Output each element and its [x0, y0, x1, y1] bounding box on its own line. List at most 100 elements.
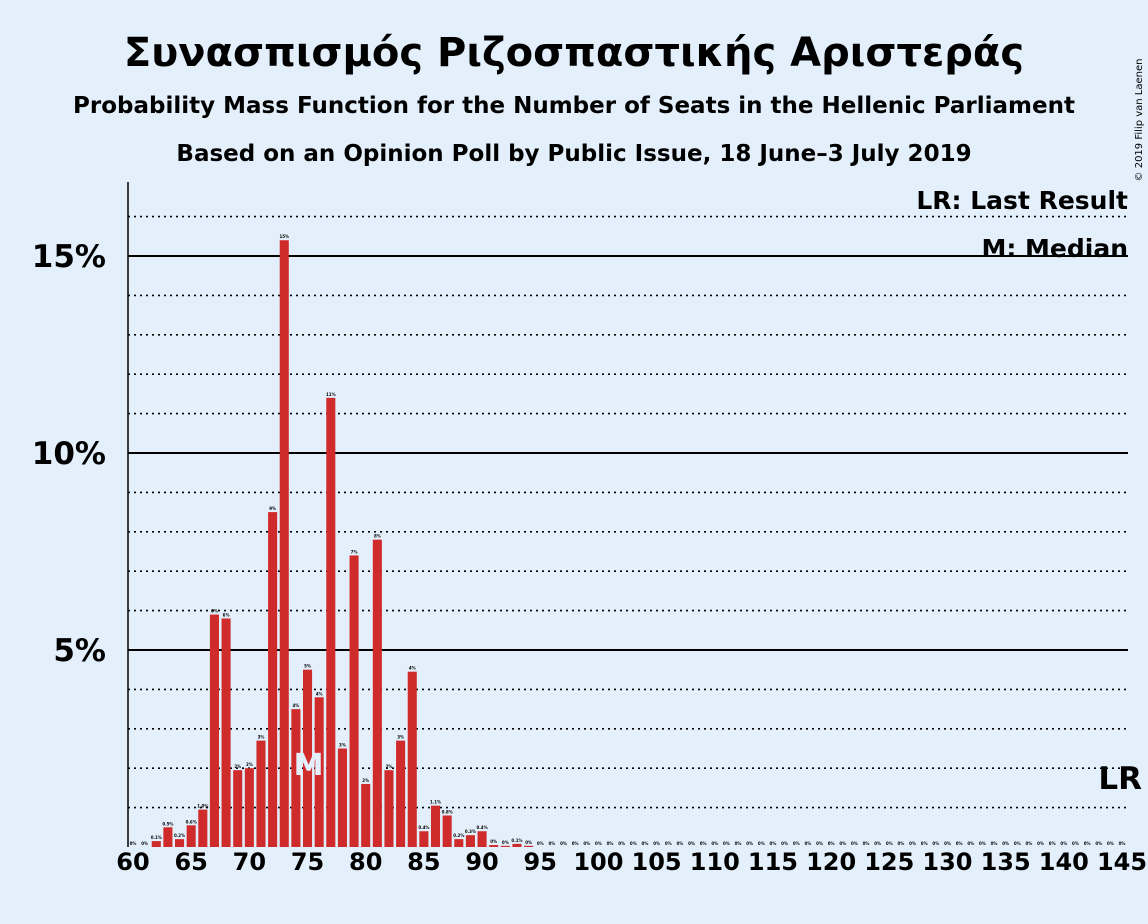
- bar-label-seat-74: 4%: [292, 703, 299, 708]
- bar-seat-91: [489, 845, 499, 847]
- bar-seat-89: [465, 835, 475, 847]
- bar-label-seat-145: 0%: [1119, 841, 1126, 846]
- bar-label-seat-90: 0.4%: [477, 825, 488, 830]
- bar-label-seat-121: 0%: [839, 841, 846, 846]
- chart-title: Συνασπισμός Ριζοσπαστικής Αριστεράς: [124, 30, 1024, 76]
- bar-labels: 0% 0%0.1%0.5%0.2%0.6%1.0%6%6%2% 2%3%9%15%4…: [130, 234, 1126, 846]
- x-tick-labels: 60 65 70 75 80 85 90 95 100 105 110 115 120 125 130 135…: [116, 848, 1147, 876]
- bar-seat-73: [279, 240, 289, 848]
- bar-label-seat-132: 0%: [967, 841, 974, 846]
- last-result-marker: LR: [1098, 761, 1142, 797]
- bar-label-seat-82: 2%: [386, 764, 393, 769]
- bar-label-seat-67: 6%: [211, 609, 218, 614]
- bar-label-seat-135: 0%: [1002, 841, 1009, 846]
- bar-label-seat-100: 0%: [595, 841, 602, 846]
- bar-label-seat-140: 0%: [1060, 841, 1067, 846]
- bar-label-seat-80: 2%: [362, 778, 369, 783]
- bar-seat-72: [268, 512, 278, 847]
- x-tick-110: 110: [690, 848, 740, 876]
- bar-label-seat-139: 0%: [1049, 841, 1056, 846]
- bar-label-seat-122: 0%: [851, 841, 858, 846]
- x-tick-100: 100: [573, 848, 623, 876]
- bar-label-seat-97: 0%: [560, 841, 567, 846]
- bar-label-seat-117: 0%: [793, 841, 800, 846]
- x-tick-80: 80: [349, 848, 382, 876]
- bar-label-seat-120: 0%: [828, 841, 835, 846]
- bar-label-seat-101: 0%: [607, 841, 614, 846]
- y-tick-5: 5%: [53, 633, 106, 669]
- bar-label-seat-113: 0%: [746, 841, 753, 846]
- bar-label-seat-106: 0%: [665, 841, 672, 846]
- bar-label-seat-87: 0.8%: [442, 809, 453, 814]
- bar-seat-88: [454, 839, 464, 847]
- bar-label-seat-138: 0%: [1037, 841, 1044, 846]
- bar-label-seat-114: 0%: [758, 841, 765, 846]
- bar-seat-79: [349, 555, 359, 847]
- gridlines: [128, 215, 1128, 809]
- bar-label-seat-75: 5%: [304, 664, 311, 669]
- bar-label-seat-98: 0%: [572, 841, 579, 846]
- bar-label-seat-70: 2%: [246, 762, 253, 767]
- x-tick-75: 75: [291, 848, 324, 876]
- bar-label-seat-60: 0%: [130, 841, 137, 846]
- bar-label-seat-64: 0.2%: [174, 833, 185, 838]
- bar-label-seat-88: 0.2%: [453, 833, 464, 838]
- x-tick-60: 60: [116, 848, 149, 876]
- bar-seat-78: [337, 748, 347, 847]
- bar-label-seat-71: 3%: [258, 735, 265, 740]
- bar-label-seat-91: 0%: [490, 839, 497, 844]
- x-tick-140: 140: [1039, 848, 1089, 876]
- bar-label-seat-96: 0%: [548, 841, 555, 846]
- x-tick-105: 105: [632, 848, 682, 876]
- bar-label-seat-85: 0.4%: [418, 825, 429, 830]
- bar-label-seat-109: 0%: [700, 841, 707, 846]
- chart-subtitle: Probability Mass Function for the Number…: [73, 93, 1075, 119]
- x-tick-85: 85: [407, 848, 440, 876]
- bar-label-seat-73: 15%: [279, 234, 289, 239]
- bar-seat-66: [198, 809, 208, 847]
- bar-seat-65: [186, 825, 196, 847]
- bar-seat-69: [233, 770, 243, 847]
- chart-subtitle-source: Based on an Opinion Poll by Public Issue…: [176, 141, 971, 167]
- y-tick-15: 15%: [32, 239, 106, 275]
- bar-label-seat-66: 1.0%: [197, 804, 208, 809]
- y-tick-10: 10%: [32, 436, 106, 472]
- bar-seat-80: [361, 783, 371, 847]
- bar-label-seat-65: 0.6%: [186, 819, 197, 824]
- bar-label-seat-124: 0%: [874, 841, 881, 846]
- bar-label-seat-63: 0.5%: [162, 821, 173, 826]
- bar-seat-76: [314, 697, 324, 847]
- bar-label-seat-92: 0%: [502, 840, 509, 845]
- bar-seat-75: [302, 669, 313, 847]
- x-tick-125: 125: [864, 848, 914, 876]
- bar-seat-64: [175, 839, 185, 847]
- copyright-note: © 2019 Filip van Laenen: [1134, 59, 1145, 182]
- bar-label-seat-104: 0%: [642, 841, 649, 846]
- x-tick-130: 130: [922, 848, 972, 876]
- bar-seat-84: [407, 671, 417, 847]
- bar-label-seat-68: 6%: [223, 612, 230, 617]
- bar-label-seat-105: 0%: [653, 841, 660, 846]
- bar-label-seat-115: 0%: [770, 841, 777, 846]
- x-tick-65: 65: [174, 848, 207, 876]
- bar-seat-82: [384, 770, 394, 847]
- y-tick-labels: 5% 10% 15%: [32, 239, 106, 669]
- bar-seat-81: [372, 539, 382, 847]
- x-tick-95: 95: [524, 848, 557, 876]
- bar-seat-70: [244, 768, 254, 847]
- bar-label-seat-77: 11%: [326, 392, 336, 397]
- bar-label-seat-118: 0%: [804, 841, 811, 846]
- bar-label-seat-143: 0%: [1095, 841, 1102, 846]
- bar-label-seat-93: 0.1%: [511, 838, 522, 843]
- bar-label-seat-134: 0%: [991, 841, 998, 846]
- bar-label-seat-111: 0%: [723, 841, 730, 846]
- bar-seat-77: [326, 397, 336, 847]
- bar-label-seat-125: 0%: [886, 841, 893, 846]
- bar-label-seat-83: 3%: [397, 735, 404, 740]
- bar-label-seat-133: 0%: [979, 841, 986, 846]
- bar-label-seat-136: 0%: [1014, 841, 1021, 846]
- bar-seat-83: [396, 740, 406, 847]
- bar-label-seat-62: 0.1%: [151, 835, 162, 840]
- bar-label-seat-108: 0%: [688, 841, 695, 846]
- bar-seat-92: [500, 845, 510, 847]
